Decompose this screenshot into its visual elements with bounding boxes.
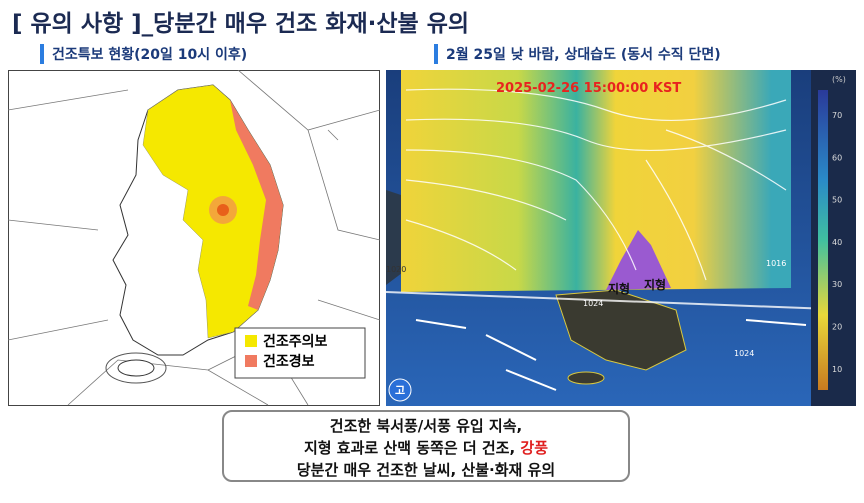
colorbar-tick: 40	[832, 238, 842, 247]
timestamp: 2025-02-26 15:00:00 KST	[496, 81, 681, 96]
legend-label: 건조주의보	[263, 333, 328, 350]
colorbar-tick: 50	[832, 196, 842, 205]
colorbar-unit: (%)	[832, 75, 846, 84]
terrain-profile	[606, 230, 671, 290]
right-subtitle: 2월 25일 낮 바람, 상대습도 (동서 수직 단면)	[434, 44, 721, 64]
summary-text: 지형 효과로 산맥 동쪽은 더 건조,	[303, 439, 521, 457]
badge	[388, 378, 412, 402]
badge-label: 고	[395, 384, 405, 397]
pressure-label: 1016	[766, 259, 786, 268]
pressure-label: 1024	[583, 299, 603, 308]
ground-line	[386, 291, 856, 311]
legend-label: 건조경보	[263, 353, 315, 370]
summary-line: 당분간 매우 건조한 날씨, 산불·화재 유의	[296, 461, 556, 479]
pressure-label: 1024	[734, 349, 754, 358]
jeju-terrain	[567, 371, 605, 385]
colorbar-tick: 60	[832, 153, 842, 162]
slide-title: [ 유의 사항 ]_당분간 매우 건조 화재·산불 유의	[12, 11, 470, 37]
hotspot-core	[217, 204, 229, 216]
summary-box: 건조한 북서풍/서풍 유입 지속, 지형 효과로 산맥 동쪽은 더 건조, 강풍…	[222, 410, 630, 482]
terrain-label: 지형	[644, 277, 666, 292]
legend-swatch	[245, 355, 257, 367]
summary-line: 건조한 북서풍/서풍 유입 지속,	[329, 417, 523, 435]
colorbar-tick: 10	[832, 365, 842, 374]
colorbar-tick: 30	[832, 280, 842, 289]
summary-line: 지형 효과로 산맥 동쪽은 더 건조, 강풍	[224, 437, 628, 459]
korea-terrain	[555, 289, 687, 371]
left-subtitle: 건조특보 현황(20일 10시 이후)	[40, 44, 247, 64]
legend-swatch	[245, 335, 257, 347]
jeju-zone	[105, 352, 167, 384]
colorbar	[818, 90, 828, 390]
wind-streamlines	[405, 88, 787, 281]
surface-arrows	[415, 319, 807, 391]
jeju	[117, 359, 155, 377]
humidity-section	[401, 70, 791, 292]
summary-highlight: 강풍	[520, 439, 549, 457]
warning-area	[230, 100, 283, 310]
pressure-label: 1020	[386, 265, 406, 274]
colorbar-tick: 70	[832, 111, 842, 120]
colorbar-tick: 20	[832, 323, 842, 332]
terrain-label: 지형	[608, 281, 630, 296]
